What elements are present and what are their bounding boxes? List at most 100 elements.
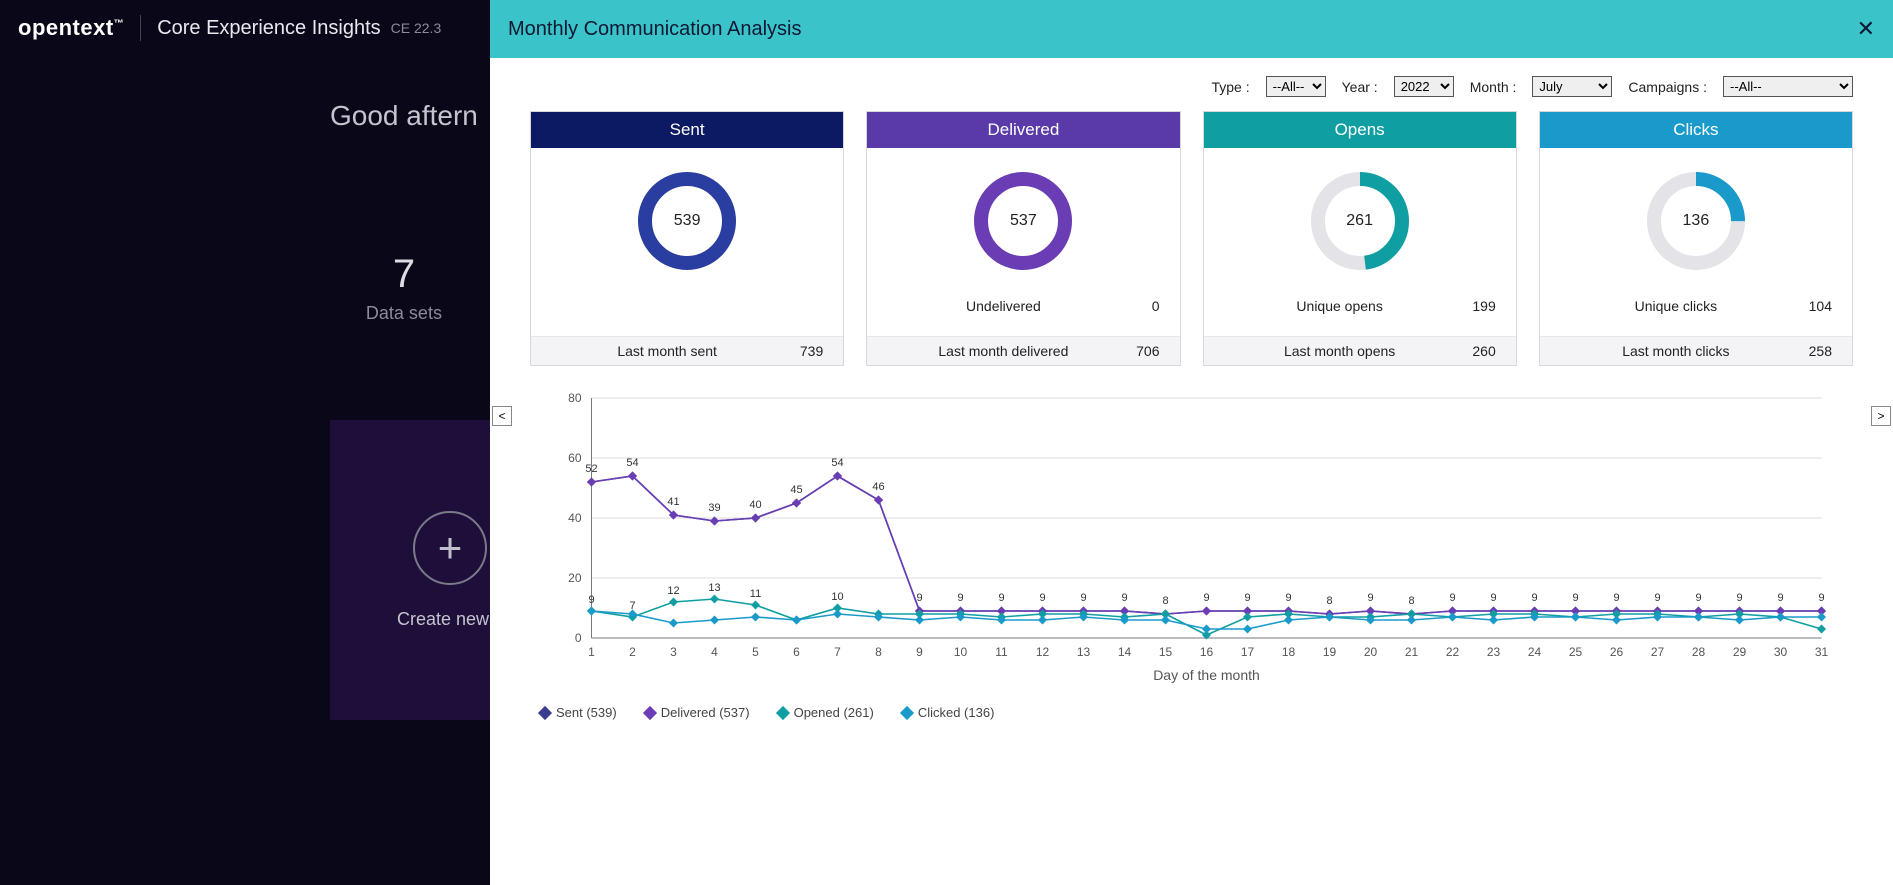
svg-text:9: 9 [957,592,963,604]
svg-text:8: 8 [875,645,882,659]
donut-value: 537 [968,166,1078,276]
svg-text:40: 40 [749,499,761,511]
donut-value: 261 [1305,166,1415,276]
metric-card-footer: Last month sent739 [531,336,843,365]
metric-card-delivered: Delivered 537 Undelivered0 Last month de… [866,111,1180,366]
svg-text:46: 46 [872,481,884,493]
svg-text:15: 15 [1159,645,1173,659]
svg-text:9: 9 [1490,592,1496,604]
line-chart-wrap: < > 020406080123456789101112131415161718… [530,388,1853,720]
metric-subrow: Undelivered0 [867,294,1179,318]
svg-text:22: 22 [1446,645,1460,659]
panel-header: Monthly Communication Analysis ✕ [490,0,1893,58]
year-label: Year : [1342,79,1378,95]
svg-text:40: 40 [568,511,582,525]
svg-text:26: 26 [1610,645,1624,659]
svg-text:0: 0 [575,631,582,645]
svg-text:13: 13 [708,582,720,594]
svg-text:9: 9 [1367,592,1373,604]
svg-text:9: 9 [1736,592,1742,604]
svg-text:9: 9 [916,592,922,604]
svg-text:9: 9 [1777,592,1783,604]
panel-body: Type : --All-- Year : 2022 Month : July … [490,58,1893,738]
divider [140,15,141,41]
svg-text:60: 60 [568,451,582,465]
metric-cards-row: Sent 539 Last month sent739 Delivered 53… [530,111,1853,366]
donut-value: 539 [632,166,742,276]
svg-text:39: 39 [708,502,720,514]
svg-text:9: 9 [1613,592,1619,604]
svg-text:11: 11 [995,645,1008,659]
svg-text:5: 5 [752,645,759,659]
metric-card-body: 539 [531,148,843,336]
svg-text:8: 8 [1162,595,1168,607]
svg-text:24: 24 [1528,645,1542,659]
svg-text:9: 9 [916,645,923,659]
svg-text:17: 17 [1241,645,1255,659]
type-select[interactable]: --All-- [1266,76,1326,97]
svg-text:12: 12 [667,585,679,597]
svg-text:20: 20 [568,571,582,585]
metric-card-clicks: Clicks 136 Unique clicks104 Last month c… [1539,111,1853,366]
metric-card-opens: Opens 261 Unique opens199 Last month ope… [1203,111,1517,366]
svg-text:18: 18 [1282,645,1296,659]
svg-text:8: 8 [1326,595,1332,607]
svg-text:20: 20 [1364,645,1378,659]
svg-text:7: 7 [629,600,635,612]
metric-subrow: Unique clicks104 [1540,294,1852,318]
svg-text:23: 23 [1487,645,1501,659]
svg-text:29: 29 [1733,645,1747,659]
metric-card-body: 136 Unique clicks104 [1540,148,1852,336]
svg-text:52: 52 [585,463,597,475]
svg-text:19: 19 [1323,645,1337,659]
svg-text:9: 9 [1572,592,1578,604]
close-icon[interactable]: ✕ [1857,16,1875,42]
svg-text:28: 28 [1692,645,1706,659]
brand-logo: opentext™ [18,15,124,41]
campaigns-label: Campaigns : [1628,79,1707,95]
svg-text:8: 8 [1408,595,1414,607]
legend-item: Opened (261) [778,705,874,720]
app-title: Core Experience Insights [157,17,380,40]
svg-text:27: 27 [1651,645,1665,659]
svg-text:9: 9 [1080,592,1086,604]
svg-text:16: 16 [1200,645,1214,659]
svg-text:9: 9 [998,592,1004,604]
svg-text:25: 25 [1569,645,1583,659]
datasets-count: 7 [330,252,478,297]
svg-text:3: 3 [670,645,677,659]
chart-prev-button[interactable]: < [492,406,512,426]
legend-item: Delivered (537) [645,705,750,720]
metric-subrow: Unique opens199 [1204,294,1516,318]
svg-text:21: 21 [1405,645,1419,659]
svg-text:6: 6 [793,645,800,659]
svg-text:9: 9 [1244,592,1250,604]
svg-text:41: 41 [667,496,679,508]
svg-text:9: 9 [1818,592,1824,604]
line-chart: 0204060801234567891011121314151617181920… [530,388,1853,688]
metric-card-footer: Last month opens260 [1204,336,1516,365]
panel-title: Monthly Communication Analysis [508,18,801,41]
svg-text:80: 80 [568,391,582,405]
svg-text:54: 54 [626,457,638,469]
month-select[interactable]: July [1532,76,1612,97]
svg-text:9: 9 [1039,592,1045,604]
datasets-label: Data sets [330,303,478,324]
svg-text:54: 54 [831,457,843,469]
svg-text:9: 9 [1121,592,1127,604]
donut-value: 136 [1641,166,1751,276]
metric-card-body: 261 Unique opens199 [1204,148,1516,336]
svg-text:14: 14 [1118,645,1132,659]
chart-next-button[interactable]: > [1871,406,1891,426]
svg-text:9: 9 [1654,592,1660,604]
svg-text:9: 9 [1203,592,1209,604]
svg-text:9: 9 [1695,592,1701,604]
chart-legend: Sent (539)Delivered (537)Opened (261)Cli… [530,705,1853,720]
svg-text:11: 11 [750,588,761,600]
svg-text:2: 2 [629,645,636,659]
campaigns-select[interactable]: --All-- [1723,76,1853,97]
metric-card-footer: Last month clicks258 [1540,336,1852,365]
svg-text:9: 9 [1449,592,1455,604]
svg-text:9: 9 [588,594,594,606]
year-select[interactable]: 2022 [1394,76,1454,97]
